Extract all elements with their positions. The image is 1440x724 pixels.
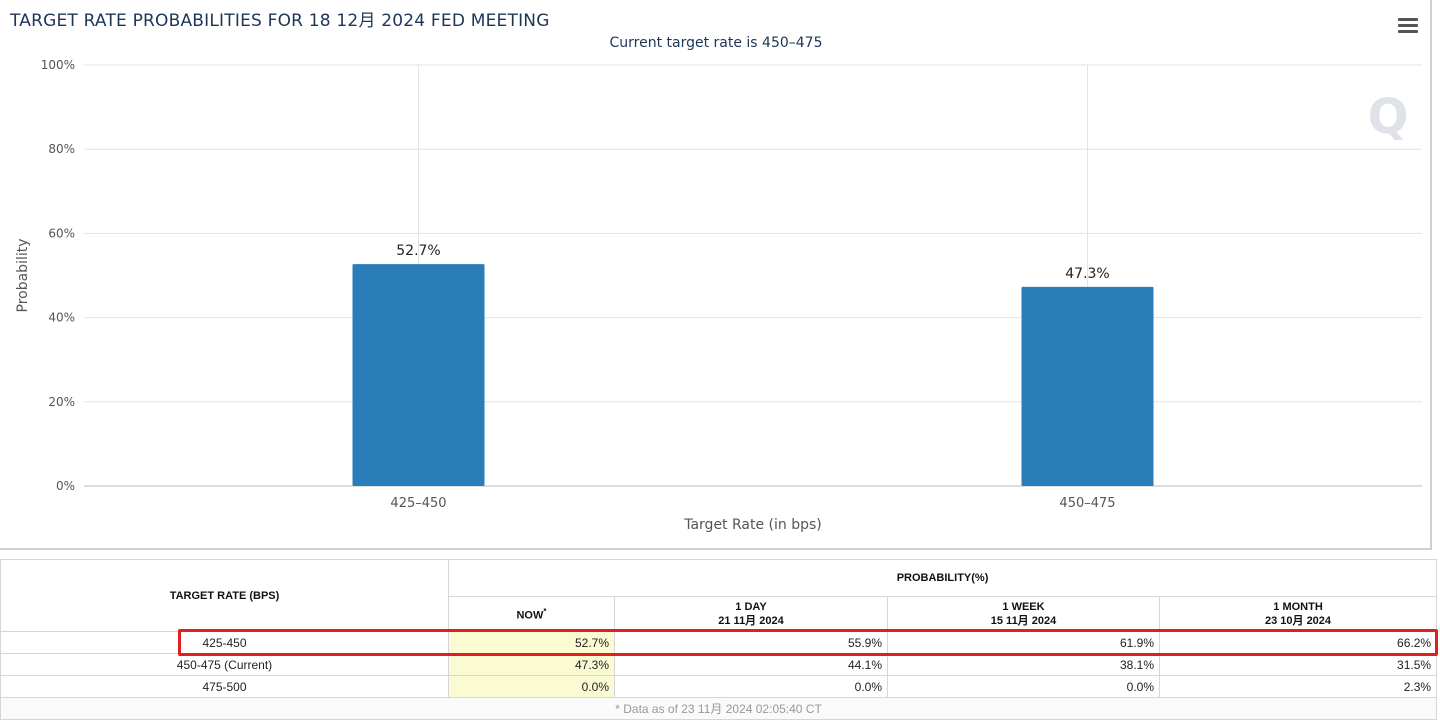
day-cell: 44.1%: [614, 653, 888, 676]
chart-labels: 0% 20% 40% 60% 80% 100% 52.7% 425–450 47.3% 450–4…: [15, 58, 1116, 533]
y-tick-label: 60%: [48, 226, 75, 240]
one-day-column-header: 1 DAY 21 11月 2024: [614, 596, 888, 632]
bar-chart: 0% 20% 40% 60% 80% 100% 52.7% 425–450 47.3% 450–4…: [15, 58, 1422, 533]
bar-value-label: 52.7%: [396, 243, 440, 259]
x-tick-label: 450–475: [1059, 496, 1115, 511]
one-month-column-header: 1 MONTH 23 10月 2024: [1158, 596, 1438, 632]
now-cell: 52.7%: [448, 631, 615, 654]
y-tick-label: 100%: [41, 58, 75, 72]
rate-cell: 450-475 (Current): [0, 653, 449, 676]
watermark-logo: Q: [1368, 89, 1409, 145]
y-tick-label: 40%: [48, 311, 75, 325]
now-cell: 0.0%: [448, 675, 615, 698]
week-cell: 38.1%: [887, 653, 1160, 676]
month-cell: 66.2%: [1158, 631, 1438, 654]
target-rate-header: TARGET RATE (BPS): [0, 559, 449, 632]
month-cell: 2.3%: [1158, 675, 1438, 698]
chart-gridlines: [84, 64, 1422, 487]
probability-header: PROBABILITY(%): [447, 559, 1438, 597]
month-cell: 31.5%: [1158, 653, 1438, 676]
data-timestamp-footnote: * Data as of 23 11月 2024 02:05:40 CT: [0, 697, 1438, 720]
one-week-column-header: 1 WEEK 15 11月 2024: [887, 596, 1160, 632]
bar-450–475[interactable]: [1021, 286, 1154, 486]
x-tick-label: 425–450: [390, 496, 446, 511]
now-cell: 47.3%: [448, 653, 615, 676]
chart-subtitle: Current target rate is 450–475: [609, 35, 823, 51]
chart-title: TARGET RATE PROBABILITIES FOR 18 12月 202…: [10, 11, 550, 31]
week-cell: 61.9%: [887, 631, 1160, 654]
now-column-header: NOW*: [448, 596, 615, 632]
hamburger-menu-icon[interactable]: [1398, 18, 1418, 34]
table-row: 450-475 (Current) 47.3% 44.1% 38.1% 31.5…: [0, 653, 1438, 676]
x-axis-title: Target Rate (in bps): [683, 517, 822, 533]
y-tick-label: 20%: [48, 395, 75, 409]
y-tick-label: 80%: [48, 142, 75, 156]
probability-table-container: TARGET RATE (BPS) PROBABILITY(%) NOW* 1 …: [0, 559, 1440, 721]
table-row: 475-500 0.0% 0.0% 0.0% 2.3%: [0, 675, 1438, 698]
chart-bars: [352, 264, 1154, 486]
chart-panel: TARGET RATE PROBABILITIES FOR 18 12月 202…: [0, 0, 1432, 550]
table-row: 425-450 52.7% 55.9% 61.9% 66.2%: [0, 631, 1438, 654]
week-cell: 0.0%: [887, 675, 1160, 698]
rate-cell: 475-500: [0, 675, 449, 698]
y-axis-title: Probability: [15, 238, 31, 312]
day-cell: 55.9%: [614, 631, 888, 654]
bar-value-label: 47.3%: [1065, 266, 1109, 282]
probability-table: TARGET RATE (BPS) PROBABILITY(%) NOW* 1 …: [0, 559, 1438, 720]
y-tick-label: 0%: [56, 479, 75, 493]
bar-425–450[interactable]: [352, 264, 485, 486]
rate-cell: 425-450: [0, 631, 449, 654]
day-cell: 0.0%: [614, 675, 888, 698]
